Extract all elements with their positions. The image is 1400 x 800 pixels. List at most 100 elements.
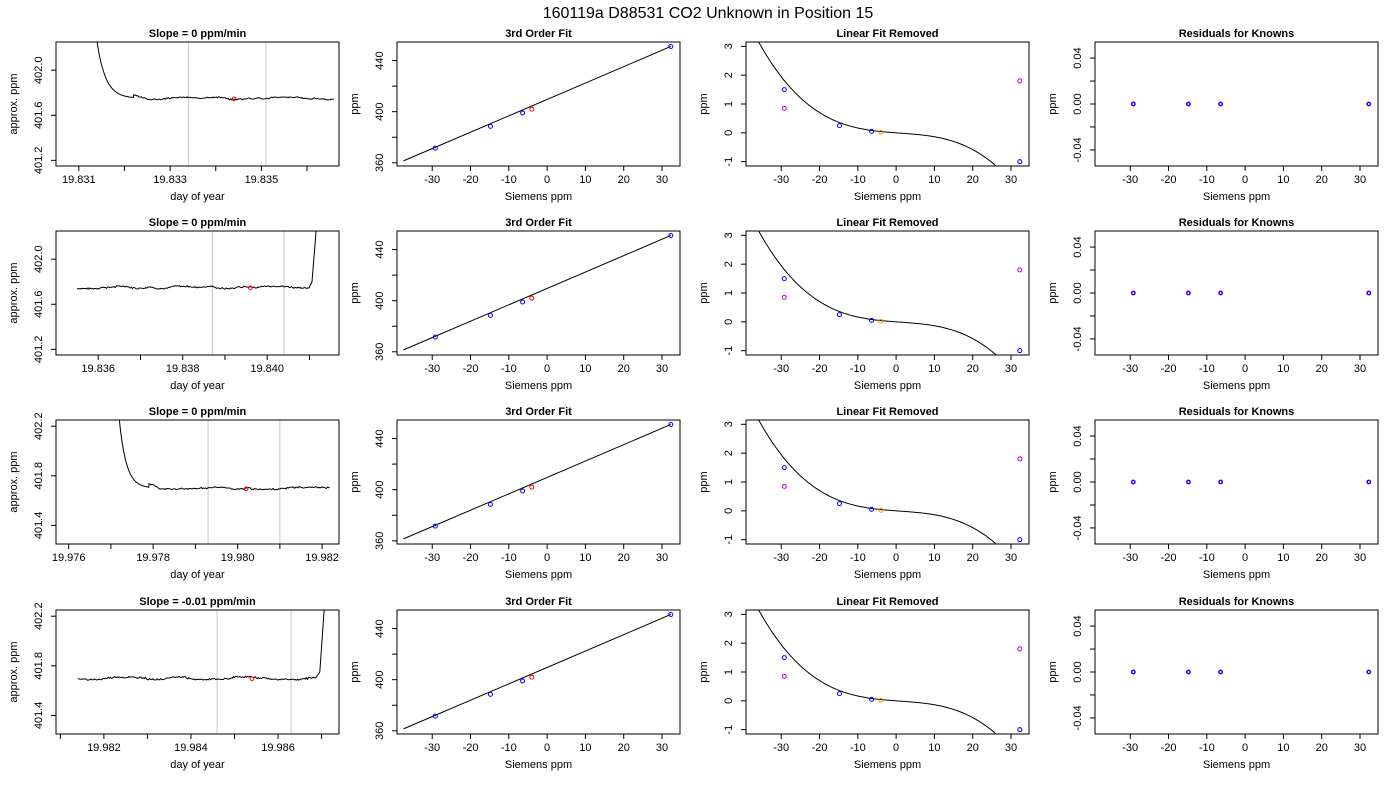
x-axis-label: Siemens ppm (854, 380, 921, 392)
y-tick-label: 1 (723, 101, 735, 107)
raw-residual-point (1017, 456, 1023, 462)
known-point (781, 87, 787, 93)
x-tick-label: -30 (424, 552, 440, 564)
known-point (1017, 348, 1023, 354)
raw-residual-point (1017, 267, 1023, 273)
x-tick-label: 10 (928, 174, 940, 186)
panel-r3-c1: Slope = 0 ppm/min day of year approx. ppm 1… (8, 406, 340, 581)
panel-title: Linear Fit Removed (836, 406, 938, 418)
x-tick-label: 10 (579, 552, 591, 564)
unknown-point (529, 674, 535, 680)
panel-title: Linear Fit Removed (836, 217, 938, 229)
x-tick-label: 10 (579, 742, 591, 754)
plot-area (1130, 290, 1372, 296)
known-point (432, 713, 438, 719)
raw-residual-point (781, 105, 787, 111)
x-tick-label: -20 (463, 363, 479, 375)
known-point (1017, 159, 1023, 165)
y-axis-label: ppm (1047, 661, 1059, 682)
x-tick-label: 20 (967, 174, 979, 186)
x-tick-label: -10 (1199, 174, 1215, 186)
y-tick-label: 402.2 (33, 412, 45, 440)
plot-frame (1094, 41, 1379, 167)
y-tick-label: -1 (723, 535, 735, 545)
x-tick-label: 30 (1005, 363, 1017, 375)
panel-r1-c2: 3rd Order Fit Siemens ppm ppm -30 -20 -10 0 10 2… (349, 28, 681, 203)
x-tick-label: -30 (424, 742, 440, 754)
y-tick-label: 3 (723, 232, 735, 238)
panel-title: 3rd Order Fit (505, 596, 572, 608)
panel-r3-c3: Linear Fit Removed Siemens ppm ppm -30 -20 -1… (698, 406, 1030, 581)
y-tick-label: 401.2 (33, 147, 45, 175)
x-tick-label: 30 (656, 742, 668, 754)
plot-frame (1094, 419, 1379, 545)
panel-title: Slope = -0.01 ppm/min (139, 596, 256, 608)
known-point (487, 501, 493, 507)
panel-title: Linear Fit Removed (836, 596, 938, 608)
x-tick-label: 0 (1242, 363, 1248, 375)
y-axis-label: ppm (1047, 93, 1059, 114)
plot-frame (745, 41, 1030, 167)
known-point (487, 123, 493, 129)
residual-point (1366, 291, 1371, 295)
fit-line (403, 614, 672, 730)
x-tick-label: -30 (773, 742, 789, 754)
x-tick-label: 19.978 (136, 552, 170, 564)
y-tick-label: 360 (374, 343, 386, 361)
panel-r1-c1: Slope = 0 ppm/min day of year approx. ppm 1… (8, 28, 340, 203)
residual-point (1186, 480, 1191, 484)
panel-title: Residuals for Knowns (1179, 217, 1295, 229)
x-tick-label: 10 (579, 363, 591, 375)
y-tick-label: 0 (723, 508, 735, 514)
plot-area (118, 420, 330, 544)
plot-frame (396, 419, 681, 545)
y-tick-label: -0.04 (1072, 705, 1084, 730)
x-tick-label: 19.982 (305, 552, 339, 564)
known-point (520, 299, 526, 305)
panel-title: 3rd Order Fit (505, 28, 572, 40)
x-tick-label: 30 (1354, 742, 1366, 754)
x-tick-label: 19.980 (221, 552, 255, 564)
unknown-point (878, 318, 884, 324)
plot-area (77, 610, 325, 734)
residual-point (1218, 291, 1223, 295)
y-tick-label: 3 (723, 611, 735, 617)
x-tick-label: 19.836 (81, 363, 115, 375)
x-tick-label: 20 (1316, 174, 1328, 186)
panel-r4-c4: Residuals for Knowns Siemens ppm ppm -30 -20… (1047, 596, 1379, 771)
x-tick-label: 30 (1005, 174, 1017, 186)
x-tick-label: -20 (812, 742, 828, 754)
x-tick-label: 20 (1316, 742, 1328, 754)
known-point (836, 123, 842, 129)
known-point (520, 488, 526, 494)
x-axis-label: Siemens ppm (505, 759, 572, 771)
panel-r1-c3: Linear Fit Removed Siemens ppm ppm -30 -20 -1… (698, 28, 1030, 203)
x-tick-label: 19.838 (166, 363, 200, 375)
panel-r2-c2: 3rd Order Fit Siemens ppm ppm -30 -20 -10 0 10 2… (349, 217, 681, 392)
y-tick-label: 440 (374, 51, 386, 69)
y-tick-label: 0.04 (1072, 236, 1084, 257)
x-axis-label: Siemens ppm (505, 380, 572, 392)
panel-r4-c2: 3rd Order Fit Siemens ppm ppm -30 -20 -10 0 10 2… (349, 596, 681, 771)
residual-point (1131, 670, 1136, 674)
y-axis-label: ppm (349, 661, 361, 682)
x-tick-label: 20 (1316, 363, 1328, 375)
known-point (869, 128, 875, 134)
y-tick-label: 0 (723, 130, 735, 136)
x-tick-label: -20 (1161, 174, 1177, 186)
plot-area (1130, 101, 1372, 107)
y-tick-label: 401.6 (33, 291, 45, 319)
x-tick-label: 20 (618, 742, 630, 754)
plot-area (403, 421, 674, 540)
x-tick-label: 10 (579, 174, 591, 186)
y-tick-label: 0.04 (1072, 425, 1084, 446)
y-tick-label: 401.4 (33, 512, 45, 540)
x-tick-label: -10 (501, 174, 517, 186)
y-tick-label: -0.04 (1072, 137, 1084, 162)
x-tick-label: 20 (618, 363, 630, 375)
x-tick-label: -20 (1161, 742, 1177, 754)
x-tick-label: -10 (501, 363, 517, 375)
x-tick-label: -20 (463, 742, 479, 754)
x-tick-label: 10 (928, 742, 940, 754)
panel-grid: Slope = 0 ppm/min day of year approx. ppm 1… (8, 28, 1379, 771)
